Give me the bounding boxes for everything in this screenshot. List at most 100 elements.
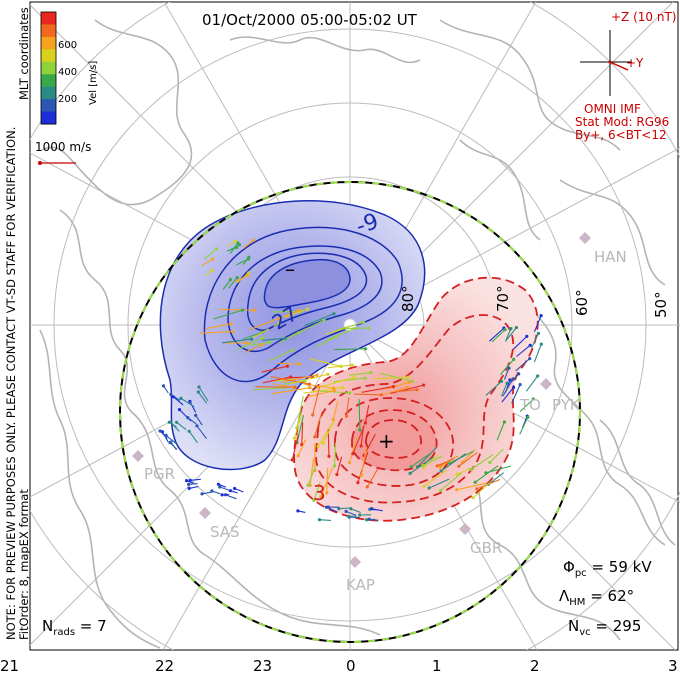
velocity-vector — [332, 400, 339, 420]
preview-note: NOTE: FOR PREVIEW PURPOSES ONLY. PLEASE … — [4, 127, 18, 640]
vector-origin-dot — [177, 408, 182, 412]
vector-origin-dot — [349, 507, 353, 511]
vector-origin-dot — [409, 465, 413, 469]
vector-origin-dot — [293, 385, 297, 389]
vector-origin-dot — [307, 382, 312, 386]
vector-origin-dot — [439, 488, 443, 493]
velocity-vector — [310, 358, 342, 367]
velocity-vector — [320, 467, 334, 497]
velocity-vector — [519, 416, 529, 435]
colorbar-outline — [40, 11, 57, 125]
vector-origin-dot — [285, 364, 289, 368]
velocity-vector — [366, 468, 379, 488]
velocity-vector — [345, 510, 357, 516]
vector-origin-dot — [359, 444, 363, 448]
vector-origin-dot — [508, 378, 512, 382]
velocity-vector — [326, 328, 355, 341]
velocity-vector — [346, 397, 350, 417]
mlt-axis: 21 22 23 0 1 2 3 — [0, 657, 678, 674]
vector-origin-dot — [539, 342, 543, 346]
vector-origin-dot — [455, 488, 459, 492]
vector-origin-dot — [308, 386, 312, 390]
vector-origin-dot — [210, 268, 214, 272]
vector-origin-dot — [187, 486, 191, 490]
vector-origin-dot — [358, 513, 362, 517]
stat-n-vc: Nvc = 295 — [568, 617, 641, 638]
velocity-vector — [496, 421, 505, 441]
vector-origin-dot — [167, 420, 171, 424]
velocity-vector — [373, 376, 408, 380]
vector-origin-dot — [528, 357, 532, 361]
imf-z-label: +Z (10 nT) — [611, 10, 676, 24]
vector-origin-dot — [526, 415, 530, 419]
vector-origin-dot — [187, 482, 191, 486]
vector-origin-dot — [507, 366, 511, 370]
vector-origin-dot — [236, 241, 240, 245]
vector-origin-dot — [509, 327, 513, 331]
vector-origin-dot — [364, 347, 368, 351]
velocity-vector — [248, 322, 280, 341]
lat-80: 80° — [399, 285, 417, 312]
vector-origin-dot — [332, 464, 337, 468]
vector-origin-dot — [332, 312, 336, 316]
velocity-vector — [513, 336, 528, 350]
vector-origin-dot — [517, 372, 521, 376]
vector-origin-dot — [171, 395, 175, 399]
mlt-0: 0 — [346, 657, 356, 674]
velocity-vector — [502, 378, 514, 397]
vector-origin-dot — [421, 463, 425, 467]
velocity-vector — [458, 451, 478, 467]
vector-origin-dot — [536, 374, 540, 378]
velocity-vector — [316, 336, 337, 347]
station-gbr: GBR — [470, 539, 502, 557]
vector-origin-dot — [438, 465, 442, 469]
velocity-colorbar — [40, 11, 57, 125]
velocity-vector — [271, 387, 310, 395]
vector-origin-dot — [356, 481, 360, 485]
vector-origin-dot — [306, 307, 310, 311]
vector-origin-dot — [332, 389, 336, 393]
vector-origin-dot — [471, 496, 475, 500]
velocity-vector — [197, 391, 208, 404]
vector-origin-dot — [197, 385, 201, 389]
colorbar-segment — [41, 12, 56, 25]
vector-origin-dot — [525, 334, 529, 338]
vector-origin-dot — [348, 391, 352, 395]
velocity-vector — [225, 494, 237, 500]
vector-origin-dot — [317, 518, 322, 522]
velocity-vector — [293, 413, 302, 439]
vector-origin-dot — [363, 421, 367, 425]
vector-origin-dot — [179, 396, 183, 400]
vector-origin-dot — [512, 357, 516, 361]
velocity-vector — [268, 349, 293, 362]
vector-origin-dot — [278, 316, 282, 320]
vector-origin-dot — [322, 318, 326, 322]
velocity-vector — [270, 376, 310, 385]
vector-origin-dot — [187, 429, 191, 433]
velocity-vector — [284, 308, 308, 318]
velocity-vector — [319, 519, 331, 521]
velocity-vector — [410, 452, 431, 468]
vector-origin-dot — [235, 276, 239, 280]
imf-model-2: By+, 6<BT<12 — [575, 128, 667, 142]
vector-origin-dot — [175, 420, 179, 424]
velocity-vector — [237, 337, 264, 351]
velocity-vector — [242, 331, 263, 340]
vector-origin-dot — [325, 491, 329, 495]
velocity-vector — [277, 362, 300, 365]
colorbar-tick-400: 400 — [58, 67, 77, 78]
vector-origin-dot — [321, 441, 325, 445]
velocity-vector — [213, 309, 243, 320]
vector-origin-dot — [406, 375, 410, 379]
colorbar-unit-label: Vel [m/s] — [88, 61, 99, 105]
vector-origin-dot — [408, 471, 412, 475]
vector-origin-dot — [235, 245, 239, 250]
velocity-vector — [379, 372, 413, 382]
velocity-vector — [312, 386, 321, 416]
station-markers — [132, 232, 591, 568]
velocity-vector — [491, 329, 506, 343]
mlt-1: 1 — [432, 657, 442, 674]
vector-origin-dot — [379, 393, 383, 397]
velocity-vector — [350, 508, 361, 514]
colorbar-segment — [41, 86, 56, 100]
